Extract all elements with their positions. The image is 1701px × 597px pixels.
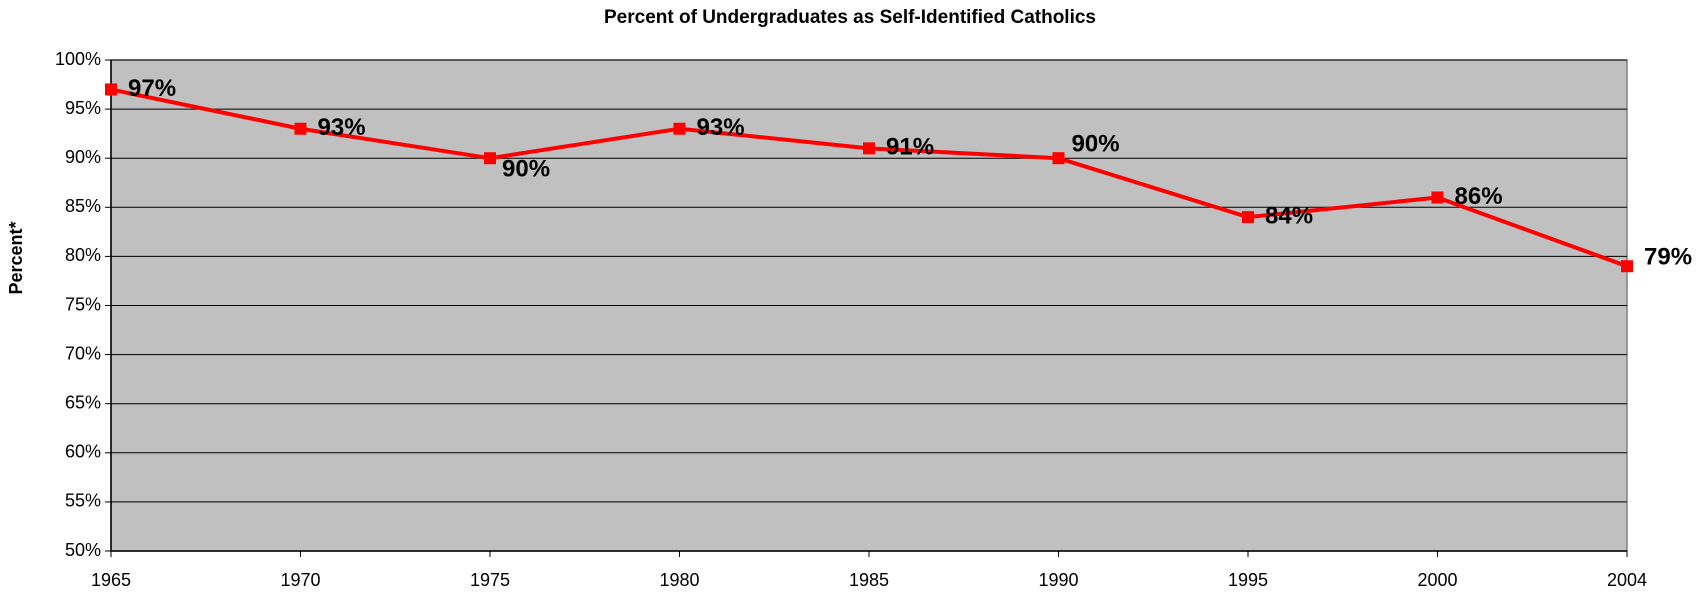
y-tick-label: 95% [65, 98, 101, 118]
data-label: 91% [886, 134, 934, 161]
data-point [673, 122, 686, 135]
data-point [105, 83, 117, 96]
x-tick-label: 1995 [1228, 570, 1268, 590]
y-tick-label: 65% [65, 392, 101, 412]
x-tick-label: 1970 [280, 570, 320, 590]
data-label: 84% [1265, 202, 1313, 229]
data-point [1621, 260, 1633, 273]
y-tick-label: 60% [65, 442, 101, 462]
data-point [1431, 191, 1444, 204]
data-point [1052, 152, 1065, 165]
x-tick-label: 1965 [91, 570, 131, 590]
y-tick-label: 75% [65, 294, 101, 314]
x-tick-label: 1980 [659, 570, 699, 590]
y-tick-label: 100% [55, 49, 101, 69]
y-tick-label: 80% [65, 245, 101, 265]
data-label: 86% [1455, 183, 1503, 210]
x-tick-label: 1975 [470, 570, 510, 590]
x-tick-label: 1985 [849, 570, 889, 590]
chart-title: Percent of Undergraduates as Self-Identi… [604, 7, 1096, 28]
data-point [484, 152, 496, 165]
y-axis-title: Percent* [6, 221, 26, 294]
data-label: 97% [128, 75, 176, 102]
x-tick-label: 2000 [1417, 570, 1457, 590]
data-point [294, 122, 307, 135]
data-label: 90% [502, 156, 550, 183]
data-label: 93% [318, 114, 366, 141]
data-label: 90% [1072, 131, 1120, 158]
x-tick-label: 2004 [1607, 570, 1647, 590]
x-tick-label: 1990 [1038, 570, 1078, 590]
y-tick-label: 50% [65, 540, 101, 560]
y-tick-label: 90% [65, 147, 101, 167]
y-tick-label: 55% [65, 491, 101, 511]
data-point [1242, 211, 1254, 224]
y-tick-label: 70% [65, 343, 101, 363]
data-label: 79% [1644, 244, 1692, 271]
data-point [863, 142, 875, 155]
data-label: 93% [697, 114, 745, 141]
y-tick-label: 85% [65, 196, 101, 216]
